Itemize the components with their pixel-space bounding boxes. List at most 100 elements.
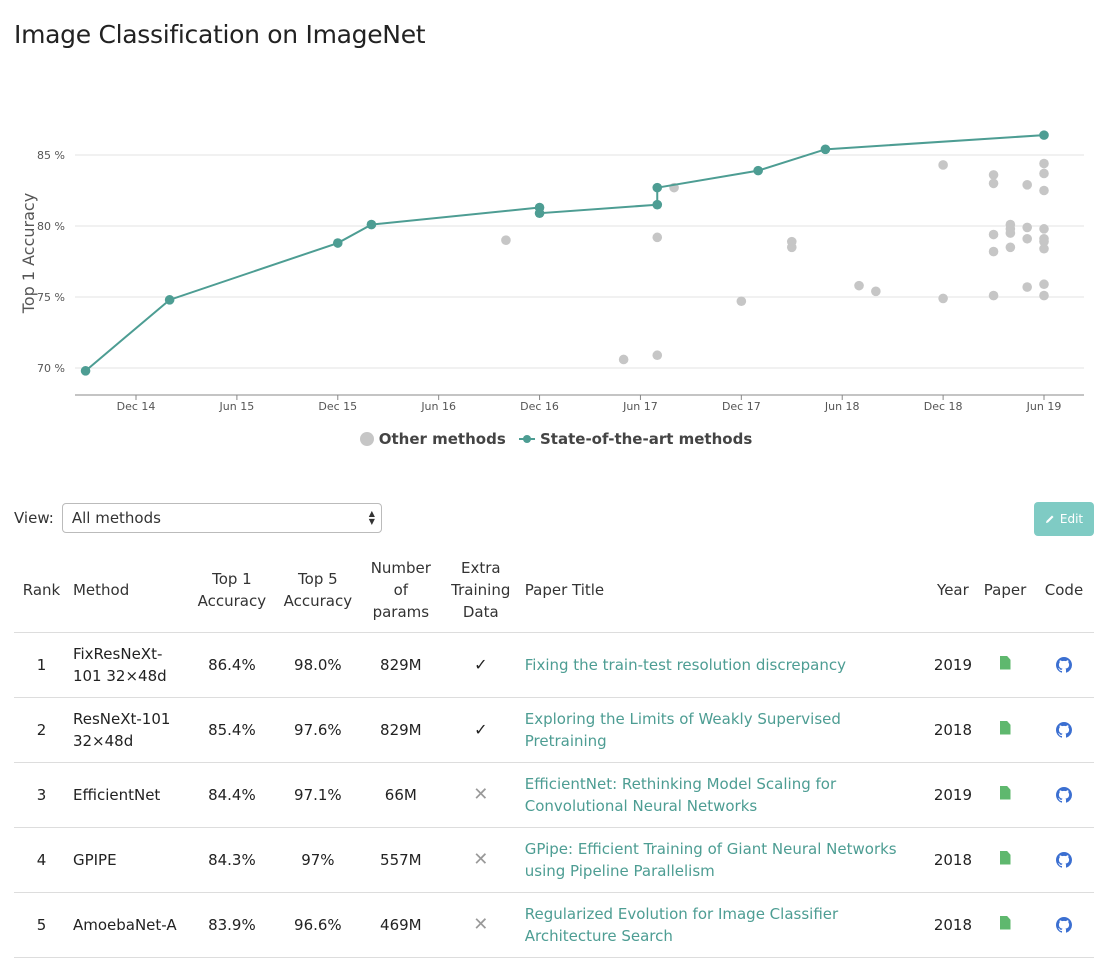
github-icon[interactable] [1056,917,1072,933]
sota-point[interactable] [821,145,831,155]
github-icon[interactable] [1056,787,1072,803]
other-method-point[interactable] [1022,180,1032,190]
paper-title-link[interactable]: EfficientNet: Rethinking Model Scaling f… [521,762,930,827]
other-method-point[interactable] [787,243,797,253]
other-method-point[interactable] [938,294,948,304]
header-method[interactable]: Method [69,548,189,632]
other-method-point[interactable] [1006,228,1016,238]
header-top5[interactable]: Top 5 Accuracy [275,548,361,632]
legend-sota-label: State-of-the-art methods [540,430,752,448]
code-link[interactable] [1034,892,1094,957]
sota-point[interactable] [535,208,545,218]
other-method-point[interactable] [989,291,999,301]
year-cell: 2019 [930,632,976,697]
other-method-point[interactable] [501,235,511,245]
method-cell[interactable]: GPIPE [69,827,189,892]
paper-title-link[interactable]: GPipe: Efficient Training of Giant Neura… [521,827,930,892]
y-tick-label: 80 % [37,220,65,233]
table-row[interactable]: 3 EfficientNet 84.4% 97.1% 66M ✕ Efficie… [14,762,1094,827]
paper-link[interactable] [976,762,1034,827]
header-code: Code [1034,548,1094,632]
other-method-point[interactable] [1006,243,1016,253]
other-method-point[interactable] [1039,279,1049,289]
paper-file-icon[interactable] [1000,851,1011,865]
sota-point[interactable] [652,183,662,193]
table-row[interactable]: 5 AmoebaNet-A 83.9% 96.6% 469M ✕ Regular… [14,892,1094,957]
table-row[interactable]: 4 GPIPE 84.3% 97% 557M ✕ GPipe: Efficien… [14,827,1094,892]
other-method-point[interactable] [938,160,948,170]
other-method-point[interactable] [737,296,747,306]
header-year[interactable]: Year [930,548,976,632]
code-link[interactable] [1034,827,1094,892]
legend-sota-methods[interactable]: State-of-the-art methods [519,430,752,448]
view-select[interactable]: All methods ▲ ▼ [62,503,382,533]
paper-link[interactable] [976,827,1034,892]
edit-button[interactable]: Edit [1034,502,1094,536]
other-method-point[interactable] [871,287,881,297]
table-row[interactable]: 1 FixResNeXt-101 32×48d 86.4% 98.0% 829M… [14,632,1094,697]
top1-cell: 84.3% [189,827,275,892]
github-icon[interactable] [1056,657,1072,673]
sota-point[interactable] [165,295,175,305]
leaderboard-table: Rank Method Top 1 Accuracy Top 5 Accuracy … [14,548,1094,958]
method-cell[interactable]: ResNeXt-101 32×48d [69,697,189,762]
top1-cell: 85.4% [189,697,275,762]
top1-cell: 86.4% [189,632,275,697]
header-top1[interactable]: Top 1 Accuracy [189,548,275,632]
other-method-point[interactable] [1039,224,1049,234]
method-cell[interactable]: FixResNeXt-101 32×48d [69,632,189,697]
sota-point[interactable] [1039,130,1049,140]
table-row[interactable]: 2 ResNeXt-101 32×48d 85.4% 97.6% 829M ✓ … [14,697,1094,762]
other-method-point[interactable] [854,281,864,291]
other-method-point[interactable] [1039,234,1049,244]
sota-point[interactable] [81,366,91,376]
paper-file-icon[interactable] [1000,786,1011,800]
select-arrows-icon: ▲ ▼ [369,510,375,526]
paper-title-link[interactable]: Fixing the train-test resolution discrep… [521,632,930,697]
paper-file-icon[interactable] [1000,916,1011,930]
method-cell[interactable]: EfficientNet [69,762,189,827]
x-tick-label: Dec 16 [520,400,559,413]
header-extra-data[interactable]: Extra Training Data [441,548,521,632]
other-method-point[interactable] [1022,223,1032,233]
paper-title-link[interactable]: Exploring the Limits of Weakly Supervise… [521,697,930,762]
paper-link[interactable] [976,632,1034,697]
other-method-point[interactable] [1039,169,1049,179]
code-link[interactable] [1034,697,1094,762]
github-icon[interactable] [1056,722,1072,738]
code-link[interactable] [1034,762,1094,827]
sota-point[interactable] [753,166,763,176]
other-method-point[interactable] [989,230,999,240]
year-cell: 2018 [930,697,976,762]
paper-link[interactable] [976,892,1034,957]
paper-link[interactable] [976,697,1034,762]
sota-point[interactable] [367,220,377,230]
other-method-point[interactable] [989,179,999,189]
header-rank[interactable]: Rank [14,548,69,632]
other-method-point[interactable] [619,355,629,365]
y-tick-label: 70 % [37,362,65,375]
github-icon[interactable] [1056,852,1072,868]
other-method-point[interactable] [1022,282,1032,292]
other-method-point[interactable] [1039,291,1049,301]
paper-file-icon[interactable] [1000,656,1011,670]
other-method-point[interactable] [1022,234,1032,244]
method-cell[interactable]: AmoebaNet-A [69,892,189,957]
header-paper-title[interactable]: Paper Title [521,548,930,632]
legend-other-methods[interactable]: Other methods [360,430,506,448]
sota-point[interactable] [333,238,343,248]
other-method-point[interactable] [1039,159,1049,169]
code-link[interactable] [1034,632,1094,697]
other-method-point[interactable] [989,247,999,257]
sota-point[interactable] [652,200,662,210]
other-method-point[interactable] [1039,186,1049,196]
header-params[interactable]: Number of params [361,548,441,632]
paper-file-icon[interactable] [1000,721,1011,735]
x-tick-label: Jun 18 [824,400,860,413]
other-method-point[interactable] [652,350,662,360]
params-cell: 557M [361,827,441,892]
other-method-point[interactable] [1006,220,1016,230]
other-method-point[interactable] [652,233,662,243]
paper-title-link[interactable]: Regularized Evolution for Image Classifi… [521,892,930,957]
other-method-point[interactable] [989,170,999,180]
